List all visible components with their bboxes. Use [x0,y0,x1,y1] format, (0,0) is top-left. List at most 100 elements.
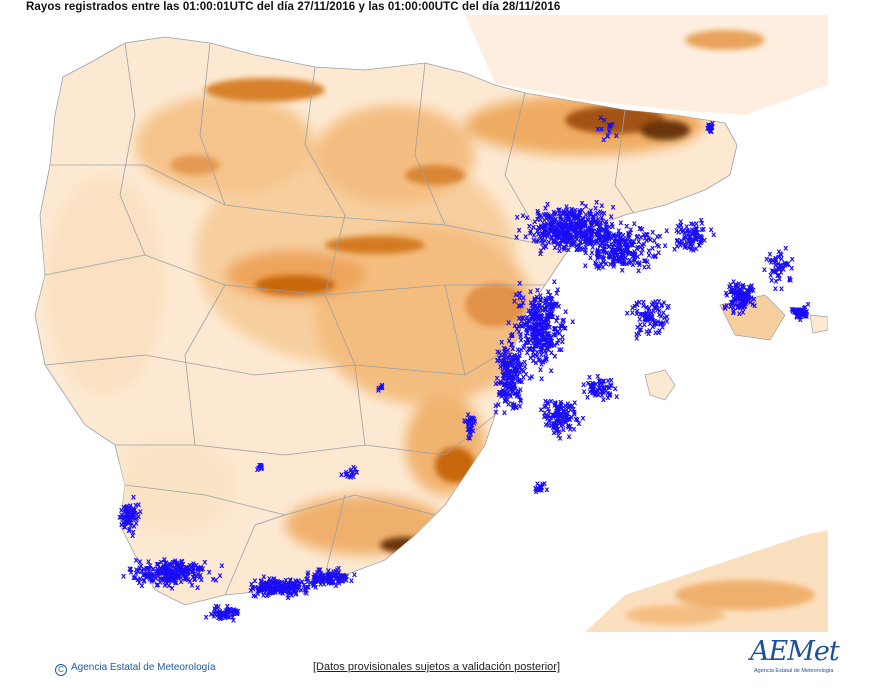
lightning-strike-marker: x [526,323,532,332]
lightning-strike-marker: x [516,321,522,330]
lightning-strike-marker: x [122,522,128,531]
lightning-strike-marker: x [542,225,548,234]
lightning-strike-marker: x [182,566,188,575]
lightning-strike-marker: x [320,575,326,584]
lightning-strike-marker: x [556,418,562,427]
lightning-strike-marker: x [542,220,548,229]
lightning-strike-marker: x [530,344,536,353]
lightning-strike-marker: x [342,571,348,580]
lightning-strike-marker: x [779,261,785,270]
lightning-strike-marker: x [550,219,556,228]
lightning-strike-marker: x [650,251,656,260]
lightning-strike-marker: x [554,231,560,240]
lightning-strike-marker: x [557,209,563,218]
lightning-strike-marker: x [549,309,555,318]
lightning-strike-marker: x [778,261,784,270]
lightning-strike-marker: x [533,323,539,332]
lightning-strike-marker: x [541,243,547,252]
lightning-strike-marker: x [319,577,325,586]
lightning-strike-marker: x [687,227,693,236]
province-borders [44,42,636,596]
lightning-strike-marker: x [160,575,166,584]
lightning-strike-marker: x [547,226,553,235]
lightning-strike-marker: x [179,557,185,566]
lightning-strike-marker: x [640,245,646,254]
lightning-strike-marker: x [229,607,235,616]
lightning-strike-marker: x [739,303,745,312]
lightning-strike-marker: x [599,213,605,222]
lightning-strike-marker: x [177,560,183,569]
lightning-strike-marker: x [265,583,271,592]
lightning-strike-marker: x [305,583,311,592]
lightning-strike-marker: x [611,258,617,267]
lightning-strike-marker: x [155,568,161,577]
lightning-strike-marker: x [635,300,641,309]
lightning-strike-marker: x [796,306,802,315]
lightning-strike-marker: x [653,328,659,337]
lightning-strike-marker: x [504,381,510,390]
lightning-strike-marker: x [690,229,696,238]
lightning-strike-marker: x [554,233,560,242]
lightning-strike-marker: x [708,126,714,135]
lightning-strike-marker: x [561,323,567,332]
lightning-strike-marker: x [470,413,476,422]
lightning-strike-marker: x [195,583,201,592]
lightning-strike-marker: x [614,392,620,401]
lightning-strike-marker: x [710,118,716,127]
lightning-strike-marker: x [624,245,630,254]
lightning-strike-marker: x [292,579,298,588]
lightning-strike-marker: x [595,245,601,254]
lightning-strike-marker: x [598,113,604,122]
lightning-strike-marker: x [534,338,540,347]
lightning-strike-marker: x [686,229,692,238]
lightning-strike-marker: x [552,422,558,431]
lightning-strike-marker: x [544,485,550,494]
lightning-strike-marker: x [313,582,319,591]
lightning-strike-marker: x [164,573,170,582]
lightning-strike-marker: x [594,237,600,246]
lightning-strike-marker: x [265,580,271,589]
lightning-strike-marker: x [633,250,639,259]
lightning-strike-marker: x [321,573,327,582]
lightning-strike-marker: x [502,360,508,369]
lightning-strike-marker: x [543,236,549,245]
lightning-strike-marker: x [658,318,664,327]
lightning-strike-marker: x [185,563,191,572]
lightning-strike-marker: x [531,314,537,323]
lightning-strike-marker: x [219,561,225,570]
lightning-strike-marker: x [564,405,570,414]
lightning-strike-marker: x [618,218,624,227]
lightning-strike-marker: x [311,581,317,590]
lightning-strike-marker: x [504,364,510,373]
lightning-strike-marker: x [615,253,621,262]
lightning-strike-marker: x [556,415,562,424]
lightning-strike-marker: x [539,485,545,494]
lightning-strike-marker: x [467,424,473,433]
lightning-strike-marker: x [596,249,602,258]
lightning-strike-marker: x [329,576,335,585]
lightning-strike-marker: x [223,606,229,615]
lightning-strike-marker: x [537,482,543,491]
lightning-strike-marker: x [606,383,612,392]
lightning-strike-marker: x [546,310,552,319]
lightning-strike-marker: x [220,609,226,618]
lightning-strike-marker: x [596,222,602,231]
lightning-strike-marker: x [589,228,595,237]
lightning-strike-marker: x [180,560,186,569]
lightning-strike-marker: x [621,251,627,260]
lightning-strike-marker: x [574,212,580,221]
lightning-strike-marker: x [518,362,524,371]
lightning-strike-marker: x [468,424,474,433]
lightning-strike-marker: x [559,404,565,413]
lightning-strike-marker: x [191,569,197,578]
lightning-strike-marker: x [551,428,557,437]
lightning-strike-marker: x [625,241,631,250]
lightning-strike-marker: x [553,209,559,218]
lightning-strike-marker: x [518,321,524,330]
lightning-strike-marker: x [277,579,283,588]
lightning-strike-marker: x [166,570,172,579]
lightning-strike-marker: x [641,230,647,239]
lightning-strike-marker: x [169,561,175,570]
lightning-strike-marker: x [563,218,569,227]
lightning-strike-marker: x [493,401,499,410]
